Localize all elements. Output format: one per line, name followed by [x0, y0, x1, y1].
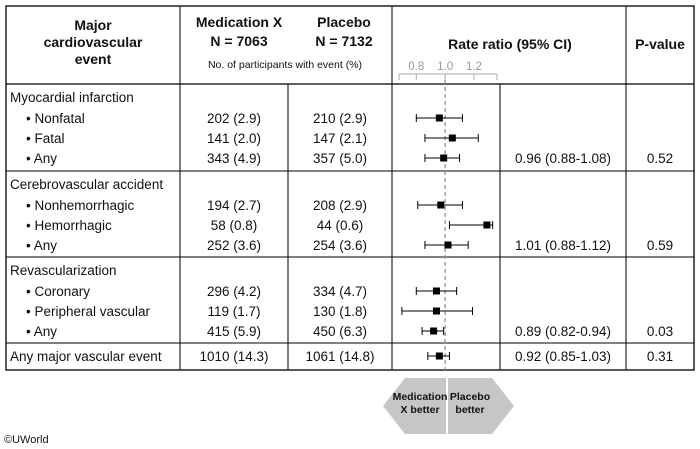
p-value: 0.03	[647, 324, 673, 339]
medication-count: 252 (3.6)	[207, 238, 261, 253]
placebo-count: 208 (2.9)	[313, 198, 367, 213]
row-label: • Hemorrhagic	[26, 218, 112, 233]
placebo-count: 450 (6.3)	[313, 324, 367, 339]
header-event-title: Major	[74, 17, 112, 33]
point-estimate-marker	[432, 287, 440, 295]
axis-tick-label: 0.8	[408, 61, 424, 73]
header-event-title: event	[75, 51, 112, 67]
overall-row-label: Any major vascular event	[10, 349, 162, 364]
row-label: • Any	[26, 238, 57, 253]
medication-count: 296 (4.2)	[207, 284, 261, 299]
p-value: 0.52	[647, 151, 673, 166]
axis-tick-label: 1.0	[437, 61, 453, 73]
rate-ratio-value: 0.96 (0.88-1.08)	[515, 151, 611, 166]
medication-count: 415 (5.9)	[207, 324, 261, 339]
point-estimate-marker	[483, 221, 491, 229]
row-label: • Nonhemorrhagic	[26, 198, 135, 213]
point-estimate-marker	[444, 241, 452, 249]
p-value: 0.59	[647, 238, 673, 253]
section-title: Cerebrovascular accident	[10, 177, 163, 192]
point-estimate-marker	[440, 154, 448, 162]
placebo-better-arrow	[447, 378, 514, 434]
rate-ratio-value: 0.89 (0.82-0.94)	[515, 324, 611, 339]
point-estimate-marker	[435, 114, 443, 122]
rate-ratio-value: 1.01 (0.88-1.12)	[515, 238, 611, 253]
point-estimate-marker	[435, 352, 443, 360]
placebo-count: 1061 (14.8)	[305, 349, 374, 364]
medication-better-arrow	[383, 378, 447, 434]
placebo-count: 130 (1.8)	[313, 304, 367, 319]
row-label: • Peripheral vascular	[26, 304, 151, 319]
row-label: • Any	[26, 324, 57, 339]
placebo-better-label: Placebo	[450, 391, 490, 403]
header-pvalue-title: P-value	[635, 36, 685, 52]
rate-ratio-value: 0.92 (0.85-1.03)	[515, 349, 611, 364]
axis-tick-label: 1.2	[466, 61, 482, 73]
header-rate-ratio-title: Rate ratio (95% CI)	[448, 36, 572, 52]
medication-count: 343 (4.9)	[207, 151, 261, 166]
section-title: Revascularization	[10, 263, 117, 278]
header-medication-n: N = 7063	[210, 33, 267, 49]
medication-better-label: X better	[400, 404, 439, 416]
section-title: Myocardial infarction	[10, 90, 134, 105]
medication-better-label: Medication	[393, 391, 448, 403]
point-estimate-marker	[437, 201, 445, 209]
medication-count: 119 (1.7)	[207, 304, 260, 319]
placebo-count: 44 (0.6)	[317, 218, 364, 233]
row-label: • Nonfatal	[26, 111, 85, 126]
point-estimate-marker	[432, 307, 440, 315]
placebo-count: 210 (2.9)	[313, 111, 367, 126]
copyright-text: ©UWorld	[4, 434, 49, 446]
medication-count: 202 (2.9)	[207, 111, 261, 126]
row-label: • Any	[26, 151, 57, 166]
row-label: • Fatal	[26, 131, 65, 146]
point-estimate-marker	[448, 134, 456, 142]
placebo-count: 147 (2.1)	[313, 131, 367, 146]
placebo-count: 334 (4.7)	[313, 284, 367, 299]
header-medication-name: Medication X	[196, 14, 283, 30]
medication-count: 141 (2.0)	[207, 131, 261, 146]
header-placebo-name: Placebo	[317, 14, 371, 30]
header-placebo-n: N = 7132	[315, 33, 372, 49]
placebo-count: 357 (5.0)	[313, 151, 367, 166]
medication-count: 58 (0.8)	[211, 218, 258, 233]
medication-count: 1010 (14.3)	[199, 349, 268, 364]
point-estimate-marker	[430, 327, 438, 335]
row-label: • Coronary	[26, 284, 90, 299]
table-border	[5, 5, 695, 371]
p-value: 0.31	[647, 349, 673, 364]
header-event-title: cardiovascular	[44, 34, 143, 50]
medication-count: 194 (2.7)	[207, 198, 261, 213]
placebo-count: 254 (3.6)	[313, 238, 367, 253]
placebo-better-label: better	[455, 404, 484, 416]
header-participants-note: No. of participants with event (%)	[208, 59, 362, 71]
